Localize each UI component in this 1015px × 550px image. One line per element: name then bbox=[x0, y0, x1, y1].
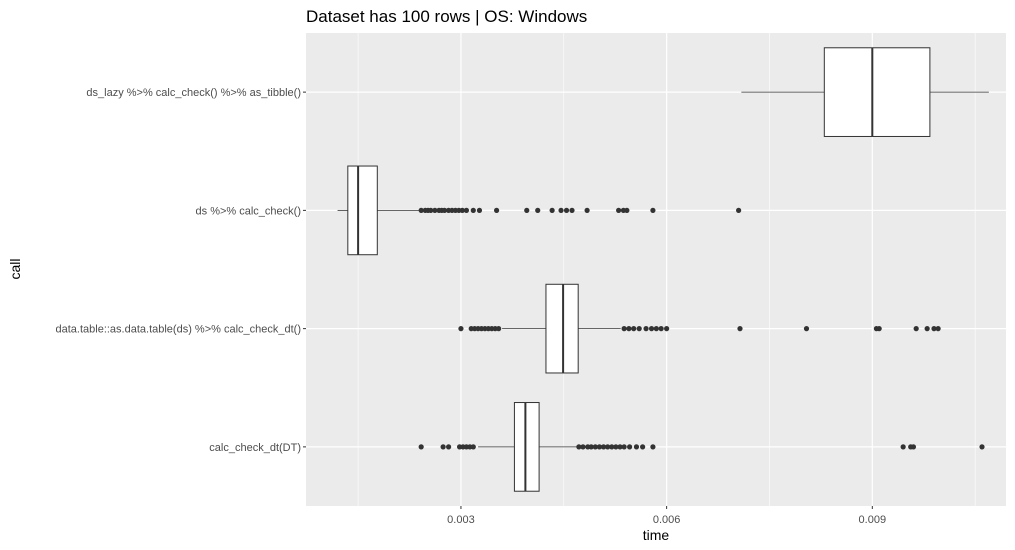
outlier-point bbox=[418, 207, 424, 213]
outlier-point bbox=[592, 444, 598, 450]
box-iqr bbox=[545, 283, 579, 374]
outlier-point bbox=[418, 444, 424, 450]
box-iqr bbox=[513, 402, 540, 492]
y-tick-label: calc_check_dt(DT) bbox=[209, 442, 301, 454]
outlier-point bbox=[470, 207, 476, 213]
outlier-point bbox=[558, 207, 564, 213]
outlier-point bbox=[549, 207, 555, 213]
box-iqr bbox=[823, 47, 931, 137]
outlier-point bbox=[428, 207, 434, 213]
box-group bbox=[337, 165, 742, 256]
outlier-point bbox=[446, 444, 452, 450]
outlier-point bbox=[588, 444, 594, 450]
outlier-point bbox=[650, 444, 656, 450]
outlier-point bbox=[458, 326, 464, 332]
outlier-point bbox=[613, 444, 619, 450]
x-axis-title: time bbox=[643, 527, 670, 543]
outlier-point bbox=[736, 207, 742, 213]
outlier-point bbox=[441, 207, 448, 213]
box-group bbox=[418, 402, 985, 492]
outlier-point bbox=[617, 444, 623, 450]
outlier-point bbox=[621, 326, 627, 332]
box-group bbox=[741, 47, 989, 137]
x-axis-ticks: 0.003 0.006 0.009 bbox=[447, 506, 886, 526]
boxes bbox=[337, 47, 989, 492]
outlier-point bbox=[535, 207, 541, 213]
outlier-point bbox=[563, 207, 570, 213]
outlier-point bbox=[580, 444, 586, 450]
outlier-point bbox=[576, 444, 582, 450]
outlier-point bbox=[432, 207, 438, 213]
outlier-point bbox=[496, 326, 502, 332]
outlier-point bbox=[653, 326, 659, 332]
outlier-point bbox=[658, 326, 664, 332]
outlier-point bbox=[524, 207, 530, 213]
outlier-point bbox=[440, 444, 446, 450]
outlier-point bbox=[979, 444, 985, 450]
outlier-point bbox=[609, 444, 615, 450]
outlier-point bbox=[648, 326, 655, 332]
outlier-point bbox=[596, 444, 603, 450]
outlier-point bbox=[476, 207, 483, 213]
outlier-point bbox=[643, 326, 649, 332]
outlier-point bbox=[924, 326, 930, 332]
outlier-point bbox=[624, 207, 630, 213]
outlier-point bbox=[470, 444, 476, 450]
x-tick-label: 0.003 bbox=[447, 514, 475, 526]
outlier-point bbox=[640, 444, 646, 450]
outlier-point bbox=[910, 444, 917, 450]
outlier-point bbox=[636, 326, 642, 332]
outlier-point bbox=[931, 326, 937, 332]
box-iqr bbox=[347, 165, 378, 256]
y-axis-title: call bbox=[7, 258, 23, 279]
outlier-point bbox=[627, 444, 633, 450]
x-tick-label: 0.006 bbox=[653, 514, 681, 526]
outlier-point bbox=[463, 207, 470, 213]
outlier-point bbox=[584, 207, 590, 213]
outlier-point bbox=[913, 326, 919, 332]
chart-title: Dataset has 100 rows | OS: Windows bbox=[306, 7, 587, 26]
y-tick-label: data.table::as.data.table(ds) %>% calc_c… bbox=[56, 324, 302, 336]
outlier-point bbox=[900, 444, 906, 450]
outlier-point bbox=[664, 326, 670, 332]
x-tick-label: 0.009 bbox=[859, 514, 887, 526]
box-group bbox=[458, 283, 941, 374]
outlier-point bbox=[621, 444, 627, 450]
y-axis-ticks: ds_lazy %>% calc_check() %>% as_tibble()… bbox=[56, 87, 306, 454]
outlier-point bbox=[493, 207, 500, 213]
outlier-point bbox=[626, 326, 632, 332]
outlier-point bbox=[633, 444, 640, 450]
y-tick-label: ds %>% calc_check() bbox=[196, 205, 301, 217]
outlier-point bbox=[616, 207, 622, 213]
outlier-point bbox=[600, 444, 607, 450]
y-tick-label: ds_lazy %>% calc_check() %>% as_tibble() bbox=[86, 87, 301, 99]
outlier-point bbox=[876, 326, 882, 332]
outlier-point bbox=[605, 444, 611, 450]
outlier-point bbox=[459, 207, 465, 213]
outlier-point bbox=[935, 326, 941, 332]
outlier-point bbox=[803, 326, 810, 332]
outlier-point bbox=[569, 207, 575, 213]
outlier-point bbox=[631, 326, 637, 332]
outlier-point bbox=[650, 207, 656, 213]
outlier-point bbox=[737, 326, 743, 332]
